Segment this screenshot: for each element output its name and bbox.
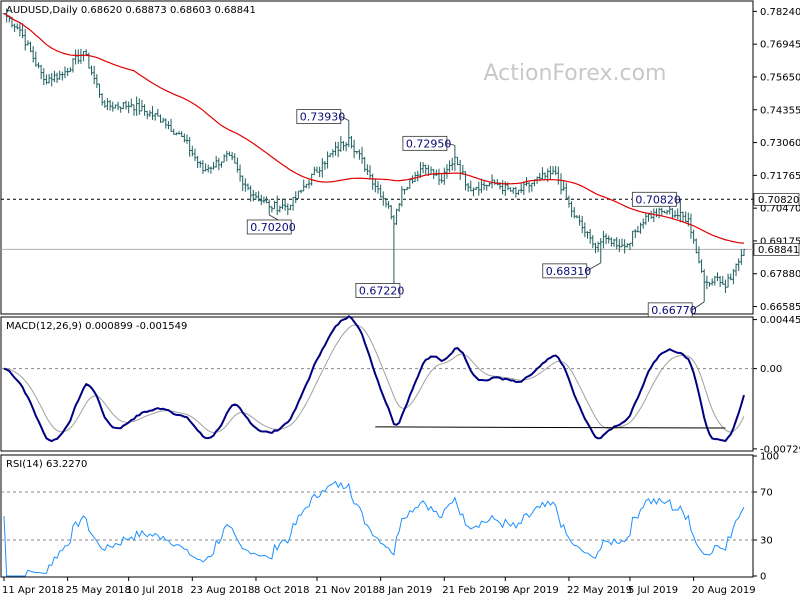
x-tick-label: 21 Nov 2018 xyxy=(315,585,379,596)
rsi-panel-frame xyxy=(0,454,754,578)
x-tick-label: 21 Feb 2019 xyxy=(442,585,504,596)
horizontal-level-label: 0.70820 xyxy=(758,195,799,206)
rsi-layer xyxy=(1,480,753,577)
rsi-tick-label: 70 xyxy=(760,488,773,499)
annotation-label: 0.70200 xyxy=(250,221,296,234)
x-tick-label: 5 Jul 2019 xyxy=(628,585,678,596)
price-panel-frame xyxy=(0,0,754,315)
annotation-label: 0.70820 xyxy=(635,193,681,206)
annotation-label: 0.73930 xyxy=(300,111,346,124)
annotation-box xyxy=(246,219,292,235)
watermark: ActionForex.com xyxy=(484,61,667,86)
price-tick-label: 0.75650 xyxy=(760,72,800,83)
price-tick-label: 0.66585 xyxy=(760,302,800,313)
macd-panel-frame xyxy=(0,316,754,452)
annotation-layer: 0.73930 0.72950 0.70200 0.67220 0.70820 0.683… xyxy=(246,109,705,318)
macd-tick-label: -0.007298 xyxy=(760,444,800,455)
x-tick-label: 20 Aug 2019 xyxy=(692,585,756,596)
current-price-box xyxy=(753,243,800,256)
price-tick-label: 0.70470 xyxy=(760,204,800,215)
grid-layer xyxy=(1,198,753,250)
annotation-leader xyxy=(340,116,349,121)
rsi-tick-label: 0 xyxy=(760,572,766,583)
price-tick-label: 0.67880 xyxy=(760,269,800,280)
annotation-box xyxy=(402,135,448,151)
annotation-box xyxy=(355,283,401,298)
rsi-tick-label: 100 xyxy=(760,452,779,463)
x-tick-label: 23 Aug 2018 xyxy=(190,585,254,596)
price-tick-label: 0.76945 xyxy=(760,40,800,51)
price-tick-label: 0.74355 xyxy=(760,105,800,116)
horizontal-level-box xyxy=(753,192,800,206)
rsi-tick-label: 30 xyxy=(760,536,773,547)
x-tick-label: 8 Jan 2019 xyxy=(379,585,433,596)
x-tick-label: 25 May 2018 xyxy=(66,585,131,596)
x-tick-label: 8 Oct 2018 xyxy=(254,585,309,596)
current-price-label: 0.68841 xyxy=(758,245,799,256)
price-tick-label: 0.73060 xyxy=(760,138,800,149)
x-tick-label: 8 Apr 2019 xyxy=(503,585,558,596)
price-tick-label: 0.71765 xyxy=(760,171,800,182)
axis-layer: 0.78240 0.76945 0.75650 0.74355 0.73060 0.717… xyxy=(2,7,800,596)
macd-tick-label: 0.00 xyxy=(760,364,782,375)
macd-layer xyxy=(1,315,753,443)
price-tick-label: 0.78240 xyxy=(760,7,800,18)
macd-header: MACD(12,26,9) 0.000899 -0.001549 xyxy=(6,321,187,332)
annotation-box xyxy=(631,191,677,207)
price-bars xyxy=(2,8,746,302)
annotation-label: 0.66770 xyxy=(651,304,697,317)
annotation-leader xyxy=(586,262,601,272)
annotation-label: 0.68310 xyxy=(546,265,592,278)
rsi-line xyxy=(3,480,745,577)
rsi-header: RSI(14) 63.2270 xyxy=(6,459,87,470)
annotation-label: 0.72950 xyxy=(406,137,452,150)
moving-average-line xyxy=(3,13,745,244)
annotation-box xyxy=(296,109,342,124)
x-tick-label: 22 May 2019 xyxy=(567,585,632,596)
x-tick-label: 11 Apr 2018 xyxy=(2,585,64,596)
macd-line xyxy=(3,315,745,443)
annotation-label: 0.67220 xyxy=(359,284,405,297)
annotation-leader xyxy=(691,301,705,311)
annotation-leader xyxy=(446,142,455,146)
macd-trendline xyxy=(375,426,726,429)
price-tick-label: 0.69175 xyxy=(760,236,800,247)
moving-average-layer xyxy=(3,13,745,244)
annotation-box xyxy=(647,302,693,318)
macd-tick-label: 0.004456 xyxy=(760,315,800,326)
price-header: AUDUSD,Daily 0.68620 0.68873 0.68603 0.6… xyxy=(6,5,256,16)
annotation-box xyxy=(542,263,588,279)
x-tick-label: 10 Jul 2018 xyxy=(127,585,184,596)
